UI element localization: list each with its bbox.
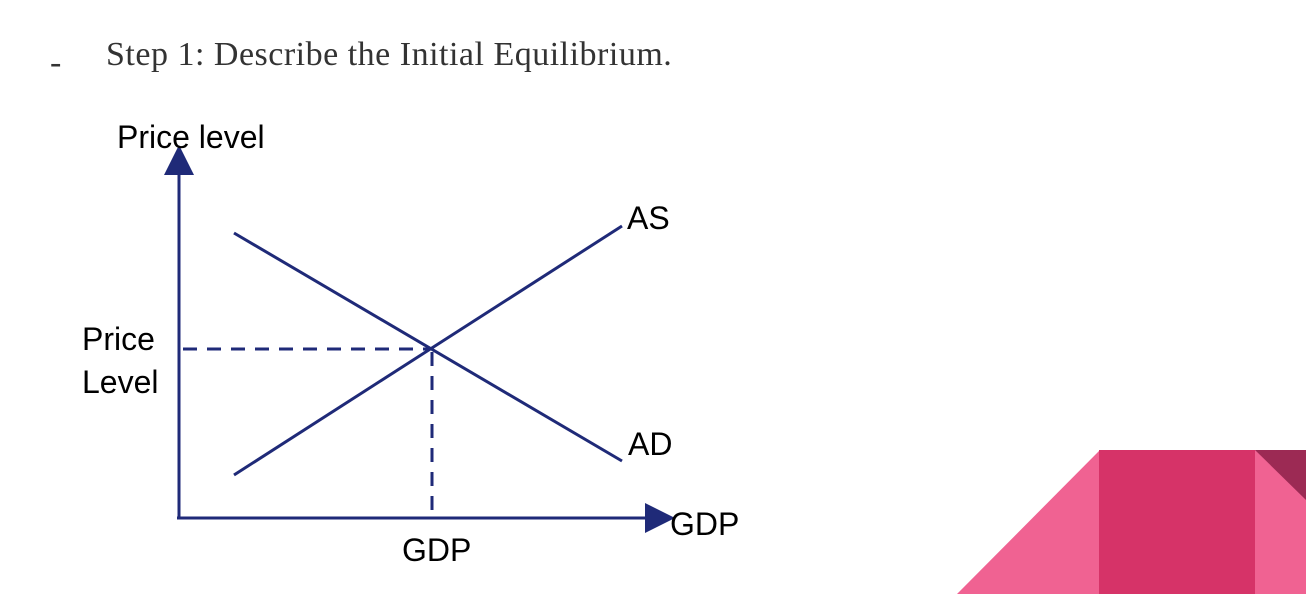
as-curve-label: AS (627, 200, 670, 236)
corner-shape-dark (1255, 450, 1306, 500)
step-heading: Step 1: Describe the Initial Equilibrium… (106, 36, 673, 73)
equilibrium-price-label-line2: Level (82, 364, 159, 400)
corner-shape-light (957, 450, 1100, 594)
corner-decoration (957, 450, 1306, 594)
y-axis-label: Price level (117, 119, 265, 155)
corner-shape-medium (1099, 450, 1255, 594)
bullet-marker: - (50, 44, 62, 81)
ad-curve-label: AD (628, 426, 672, 462)
ad-curve (233, 231, 623, 463)
x-axis-label: GDP (670, 506, 739, 542)
equilibrium-price-label-line1: Price (82, 321, 155, 357)
equilibrium-quantity-label: GDP (402, 532, 471, 568)
